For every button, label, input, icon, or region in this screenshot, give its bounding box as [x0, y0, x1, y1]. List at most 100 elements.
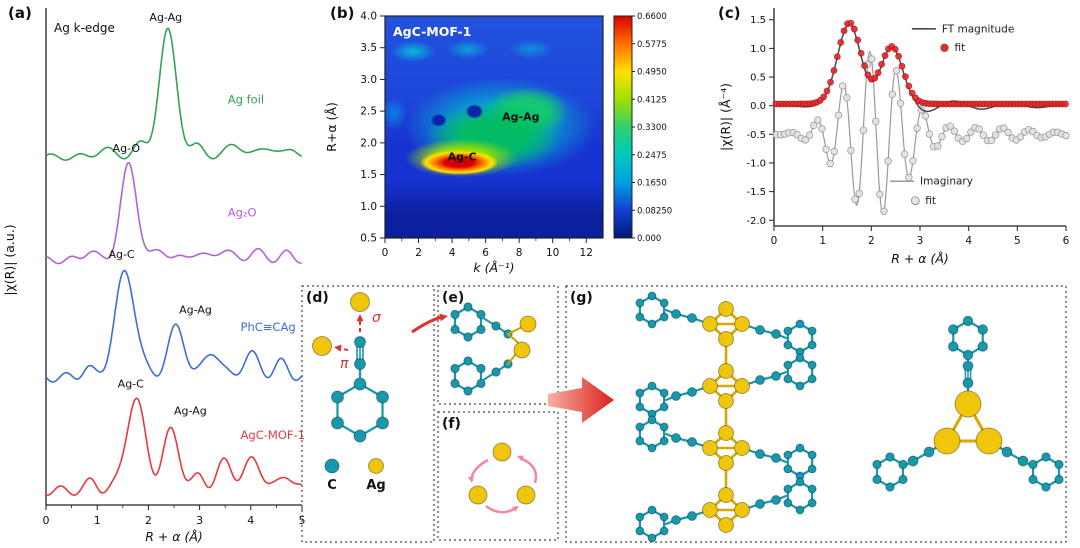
imaginary-fit-point	[975, 125, 983, 133]
carbon-atom	[647, 533, 657, 543]
panel-a-tag: (a)	[8, 4, 32, 22]
silver-atom	[519, 315, 537, 333]
colorbar-frame	[613, 15, 633, 239]
cycle-arrow	[519, 456, 538, 484]
carbon-atom	[635, 436, 645, 446]
carbon-atom	[635, 512, 645, 522]
arrowhead	[334, 344, 342, 352]
ft-fit-point	[820, 93, 827, 101]
x-tick-label: 5	[1014, 235, 1021, 247]
carbon-atom	[807, 484, 817, 494]
carbon-atom	[783, 326, 793, 336]
exafs-curve-2	[45, 269, 303, 383]
ft-fit-point	[898, 62, 906, 70]
x-tick-label: 2	[145, 514, 152, 527]
box-g	[565, 285, 1067, 543]
legend-dot-marker	[940, 43, 949, 53]
arrowhead	[356, 314, 364, 322]
panel-c-fit-chart: 1.5 1.0 0.5 0.0 -0.5 -1.0 -1.5 -2.0 0 1 2 3 4 5 6 R + α…	[718, 8, 1070, 266]
y-tick-label: 0.0	[750, 101, 766, 112]
panel-a-title: Ag k-edge	[54, 21, 115, 35]
carbon-atom	[647, 443, 657, 453]
y-tick-label: -2.0	[746, 216, 766, 227]
y-tick-label: 4.0	[360, 11, 377, 23]
carbon-atom	[755, 325, 765, 335]
carbon-atom	[476, 309, 486, 320]
carbon-atom	[647, 505, 657, 515]
silver-atom	[312, 336, 332, 356]
imaginary-fit-point	[934, 142, 942, 150]
carbon-atom	[755, 375, 765, 385]
carbon-atom	[659, 436, 669, 446]
ft-fit-point	[864, 71, 872, 79]
silver-atom	[718, 425, 734, 441]
carbon-atom	[476, 378, 486, 389]
carbon-atom	[354, 336, 366, 348]
carbon-atom	[923, 446, 935, 458]
imaginary-fit-point	[814, 116, 822, 124]
carbon-atom	[491, 321, 501, 331]
carbon-atom	[659, 388, 669, 398]
cycle-arrow	[470, 458, 489, 482]
imaginary-fit-point	[838, 82, 847, 90]
panel-c-tag: (c)	[718, 4, 741, 22]
contour-feature-label: Ag-C	[448, 151, 477, 164]
x-axis-title: R + α (Å)	[891, 251, 949, 266]
carbon-atom	[659, 526, 669, 536]
carbon-atom	[1028, 474, 1038, 485]
silver-atom	[734, 502, 750, 518]
y-tick-label: 0.5	[750, 73, 766, 84]
box-d	[301, 285, 435, 543]
imaginary-fit-point	[818, 125, 826, 133]
exafs-curve-0	[45, 27, 303, 161]
imaginary-fit-point	[801, 136, 810, 144]
carbon-atom	[1041, 452, 1051, 462]
carbon-atom	[491, 367, 501, 377]
silver-atom	[718, 517, 734, 533]
carbon-atom	[450, 324, 460, 335]
ft-fit-point	[854, 36, 862, 44]
carbon-atom	[450, 363, 460, 374]
x-axis-title: k (Å⁻¹)	[473, 260, 514, 275]
colorbar-tick-label: 0.08250	[637, 206, 672, 216]
imaginary-fit-point	[1016, 133, 1025, 141]
imaginary-fit-point	[1062, 131, 1070, 140]
imaginary-fit-point	[830, 147, 838, 156]
imaginary-fit-point	[946, 122, 954, 130]
ft-fit-point	[830, 67, 838, 74]
imaginary-fit-point	[847, 146, 855, 155]
carbon-atom	[330, 390, 344, 404]
legend-carbon-label: C	[327, 478, 337, 493]
imaginary-fit-point	[1000, 124, 1008, 132]
contour-feature-label: Ag-Ag	[502, 111, 539, 124]
carbon-atom	[771, 495, 781, 505]
peak-label: Ag-O	[113, 142, 141, 155]
panel-e-tag: (e)	[442, 290, 464, 306]
imaginary-fit-point	[884, 157, 892, 165]
y-tick-label: 1.5	[750, 15, 766, 26]
carbon-atom	[450, 378, 460, 389]
y-tick-label: 1.0	[750, 44, 766, 55]
x-tick-label: 1	[94, 514, 101, 527]
silver-atom	[702, 316, 718, 332]
legend-silver-dot	[368, 458, 384, 474]
ft-fit-point	[881, 52, 889, 59]
carbon-atom	[807, 498, 817, 508]
carbon-atom	[872, 474, 882, 485]
sigma-label: σ	[372, 310, 382, 326]
ft-fit-point	[878, 60, 885, 68]
carbon-atom	[647, 415, 657, 425]
carbon-atom	[783, 374, 793, 384]
carbon-atom	[872, 459, 882, 470]
carbon-atom	[783, 464, 793, 474]
imaginary-fit-point	[950, 127, 958, 135]
silver-atom	[718, 487, 734, 503]
ft-fit-point	[857, 49, 865, 57]
carbon-atom	[330, 416, 344, 430]
imaginary-fit-point	[876, 190, 884, 198]
carbon-atom	[755, 449, 765, 459]
peak-label: Ag-C	[118, 378, 144, 391]
carbon-atom	[635, 526, 645, 536]
x-tick-label: 8	[516, 247, 523, 259]
